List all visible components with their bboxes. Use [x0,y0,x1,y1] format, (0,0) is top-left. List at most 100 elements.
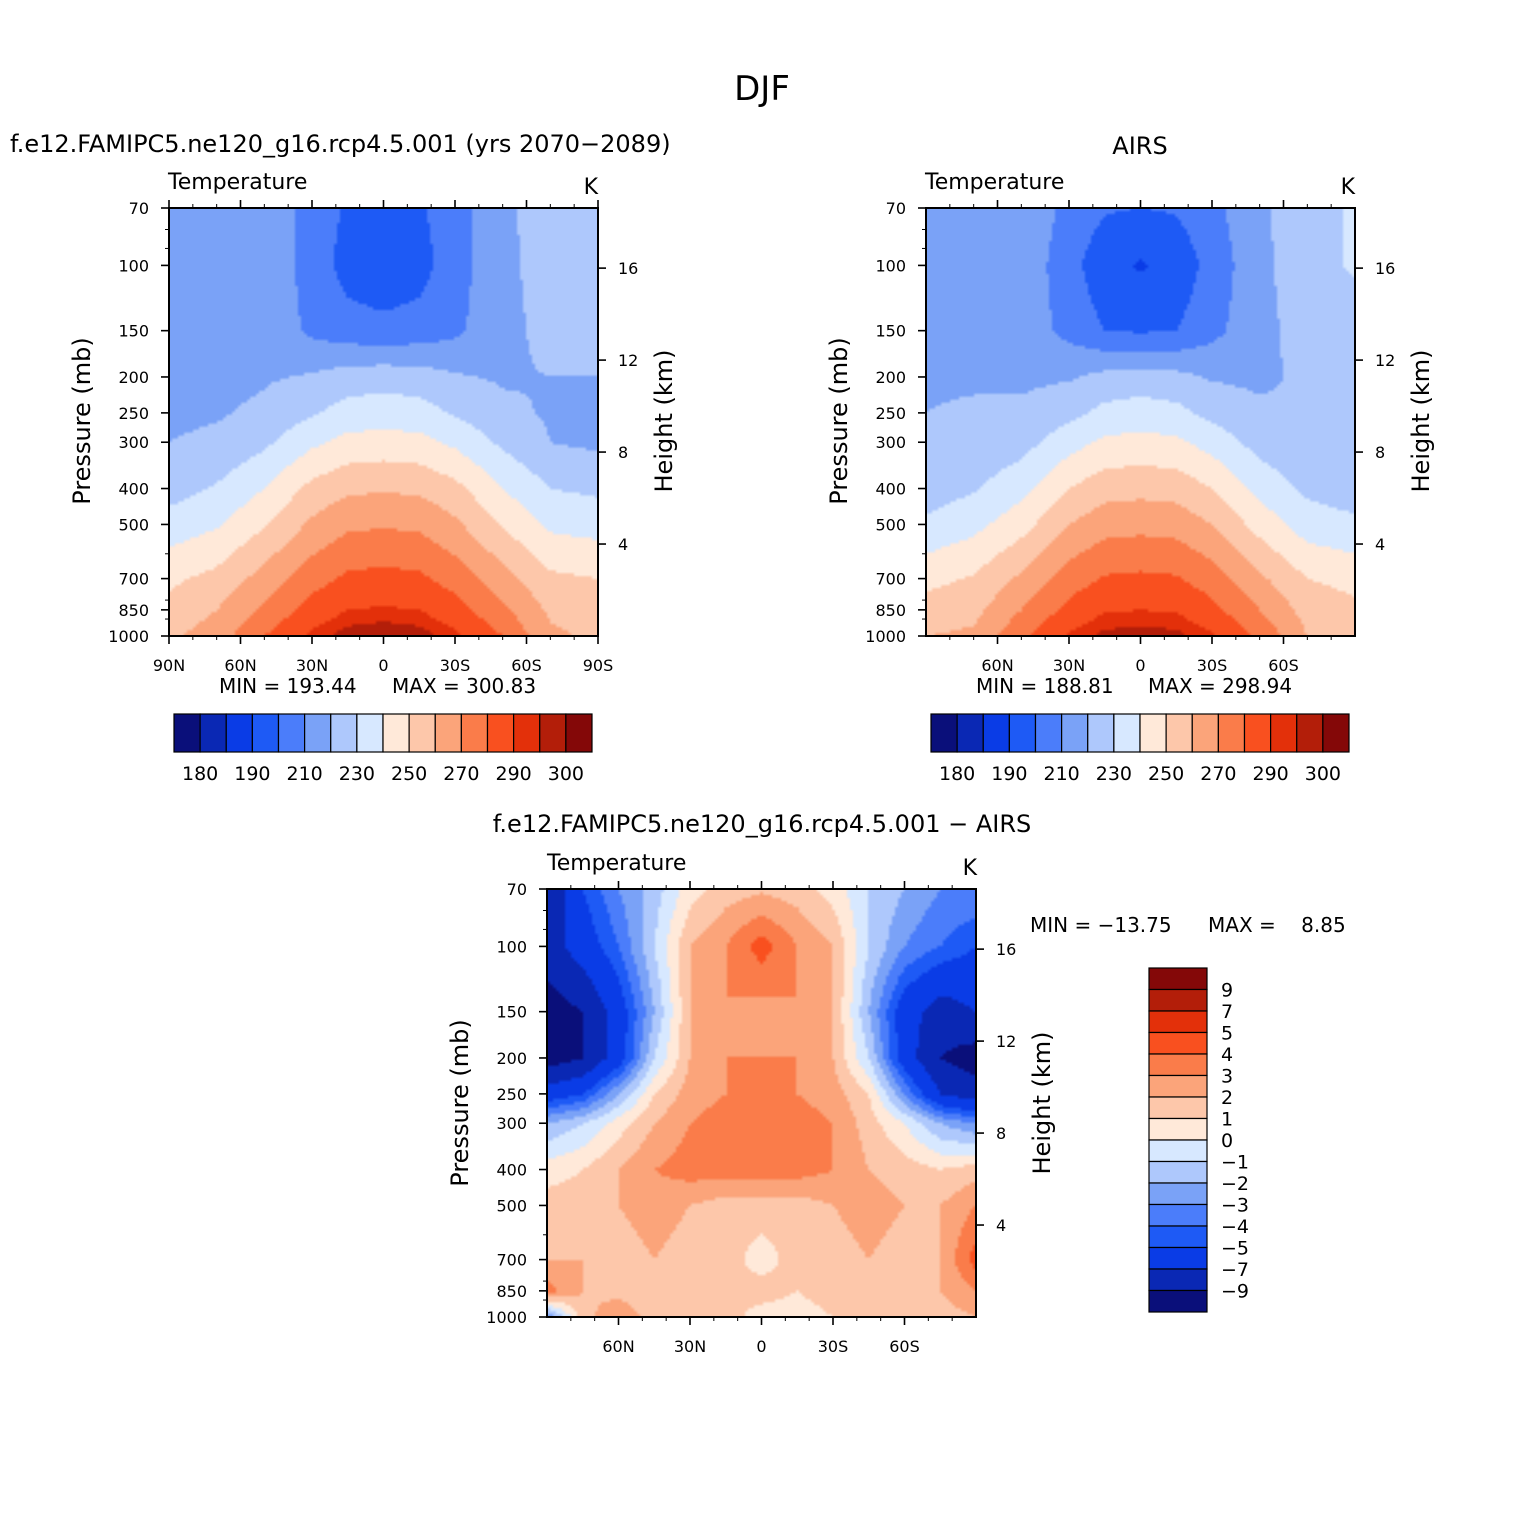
colorbar-swatch [1148,1139,1208,1163]
x-tick-label: 30N [1053,656,1085,675]
colorbar-swatch [225,713,253,753]
colorbar-swatch [565,713,593,753]
colorbar-label: 7 [1221,1001,1233,1023]
colorbar-label: 3 [1221,1066,1233,1088]
colorbar-label: 190 [234,763,270,785]
colorbar-label: −2 [1221,1173,1249,1195]
colorbar-swatch [1008,713,1037,753]
y-tick-label: 300 [118,433,149,452]
colorbar-swatch [930,713,958,753]
colorbar-label: 210 [286,763,322,785]
panel-diff-units: K [963,856,978,881]
colorbar-swatch [1148,1225,1208,1249]
panel-obs-min-label: MIN = 188.81 [976,674,1114,698]
colorbar-swatch [460,713,489,753]
colorbar-label: 180 [939,763,975,785]
colorbar-label: −4 [1221,1216,1249,1238]
x-tick-label: 60S [511,656,542,675]
panel-model-min-label: MIN = 193.44 [219,674,357,698]
colorbar-swatch [1148,1289,1208,1313]
colorbar-label: 2 [1221,1087,1233,1109]
colorbar-swatch [1217,713,1246,753]
x-tick-label: 0 [378,656,388,675]
colorbar-label: 250 [391,763,427,785]
colorbar-swatch [539,713,567,753]
y-tick-label: 850 [118,601,149,620]
colorbar-swatch [1322,713,1350,753]
panel-diff-ylabel-right: Height (km) [1028,1032,1056,1175]
colorbar-label: −5 [1221,1238,1249,1260]
y-tick-label: 1000 [486,1308,527,1327]
colorbar-swatch [1139,713,1167,753]
y-tick-label: 700 [118,570,149,589]
colorbar-swatch [1113,713,1141,753]
x-tick-label: 0 [1135,656,1145,675]
y-tick-label: 500 [118,515,149,534]
y-tick-label: 70 [507,880,527,899]
colorbar-swatch [408,713,436,753]
colorbar-label: 300 [1305,763,1341,785]
y-tick-label: 850 [875,601,906,620]
colorbar-swatch [982,713,1010,753]
colorbar-label: −1 [1221,1152,1249,1174]
height-tick-label: 8 [1375,443,1385,462]
colorbar-label: 270 [1200,763,1236,785]
x-tick-label: 30S [1197,656,1228,675]
colorbar-swatch [1148,1160,1208,1184]
panel-obs-units: K [1341,175,1356,200]
colorbar-label: 0 [1221,1130,1233,1152]
y-tick-label: 70 [129,199,149,218]
height-tick-label: 8 [996,1124,1006,1143]
panel-model-max-label: MAX = 300.83 [392,674,536,698]
panel-diff-ylabel: Pressure (mb) [446,1019,474,1186]
colorbar-swatch [1148,1203,1208,1227]
colorbar-label: 230 [1096,763,1132,785]
panel-model-units: K [584,175,599,200]
colorbar-swatch [1270,713,1298,753]
panel-model-title: f.e12.FAMIPC5.ne120_g16.rcp4.5.001 (yrs … [10,130,671,158]
colorbar-swatch [277,713,306,753]
panel-model-ylabel-right: Height (km) [650,350,678,493]
colorbar-swatch [251,713,280,753]
panel-model-variable: Temperature [167,170,307,195]
panel-obs-title: AIRS [1112,132,1167,160]
x-tick-label: 90S [583,656,614,675]
colorbar-swatch [1148,1096,1208,1120]
colorbar-swatch [1148,988,1208,1012]
height-tick-label: 12 [618,351,638,370]
y-tick-label: 300 [496,1114,527,1133]
colorbar-swatch [1148,967,1208,991]
height-tick-label: 16 [996,940,1016,959]
y-tick-label: 1000 [865,627,906,646]
colorbar-label: −9 [1221,1281,1249,1303]
colorbar-label: 290 [495,763,531,785]
panel-diff-min-label: MIN = −13.75 [1030,913,1172,937]
colorbar-swatch [513,713,541,753]
y-tick-label: 70 [886,199,906,218]
y-tick-label: 250 [118,404,149,423]
y-tick-label: 100 [496,937,527,956]
colorbar-swatch [1148,1010,1208,1034]
height-tick-label: 4 [996,1216,1006,1235]
y-tick-label: 300 [875,433,906,452]
panel-model-colorbar: 180 190 210 230 250 270 290 300 [173,713,593,785]
x-tick-label: 30S [440,656,471,675]
y-tick-label: 250 [875,404,906,423]
colorbar-swatch [1296,713,1324,753]
colorbar-swatch [1148,1117,1208,1141]
y-tick-label: 150 [496,1003,527,1022]
colorbar-swatch [1148,1074,1208,1098]
panel-model: f.e12.FAMIPC5.ne120_g16.rcp4.5.001 (yrs … [10,130,678,785]
colorbar-swatch [1191,713,1219,753]
panel-model-ylabel: Pressure (mb) [68,337,96,504]
colorbar-label: 250 [1148,763,1184,785]
x-tick-label: 60N [981,656,1013,675]
panel-model-plot: 70 100 150 200 250 300 400 500 700 850 1000 16 12 8 4 9… [108,199,638,675]
y-tick-label: 200 [496,1049,527,1068]
y-tick-label: 200 [118,368,149,387]
colorbar-swatch [956,713,984,753]
colorbar-swatch [1034,713,1063,753]
y-tick-label: 700 [496,1251,527,1270]
